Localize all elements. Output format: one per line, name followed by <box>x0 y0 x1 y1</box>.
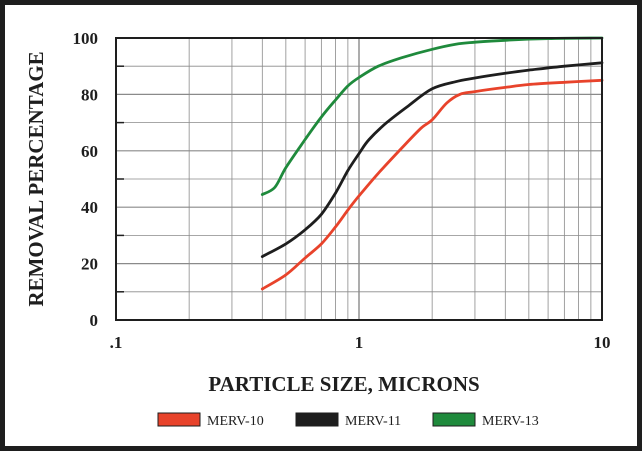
x-tick-label: 10 <box>594 333 611 352</box>
series-line-merv-10 <box>260 78 604 291</box>
series-line-merv-13 <box>260 36 604 196</box>
y-tick-label: 40 <box>81 198 98 217</box>
legend: MERV-10 MERV-11 MERV-13 <box>157 412 539 429</box>
legend-swatch-merv-13 <box>432 412 476 427</box>
series-layer <box>260 36 604 291</box>
x-tick-label: .1 <box>110 333 123 352</box>
y-tick-label: 60 <box>81 142 98 161</box>
legend-label-merv-13: MERV-13 <box>482 414 539 429</box>
plot-area-border <box>115 37 603 321</box>
y-axis-tick-labels: 0 20 40 60 80 100 <box>73 29 99 330</box>
y-tick-label: 0 <box>90 311 99 330</box>
grid-lines <box>116 38 602 320</box>
x-axis-tick-labels: .1 1 10 <box>110 333 611 352</box>
x-axis-title: PARTICLE SIZE, MICRONS <box>208 372 479 396</box>
y-tick-label: 80 <box>81 85 98 104</box>
legend-label-merv-10: MERV-10 <box>207 414 264 429</box>
legend-swatch-merv-11 <box>295 412 339 427</box>
x-tick-label: 1 <box>355 333 364 352</box>
y-tick-label: 20 <box>81 255 98 274</box>
y-tick-label: 100 <box>73 29 99 48</box>
y-axis-title: REMOVAL PERCENTAGE <box>24 51 48 306</box>
legend-swatch-merv-10 <box>157 412 201 427</box>
legend-label-merv-11: MERV-11 <box>345 414 401 429</box>
series-line-merv-11 <box>260 61 604 258</box>
